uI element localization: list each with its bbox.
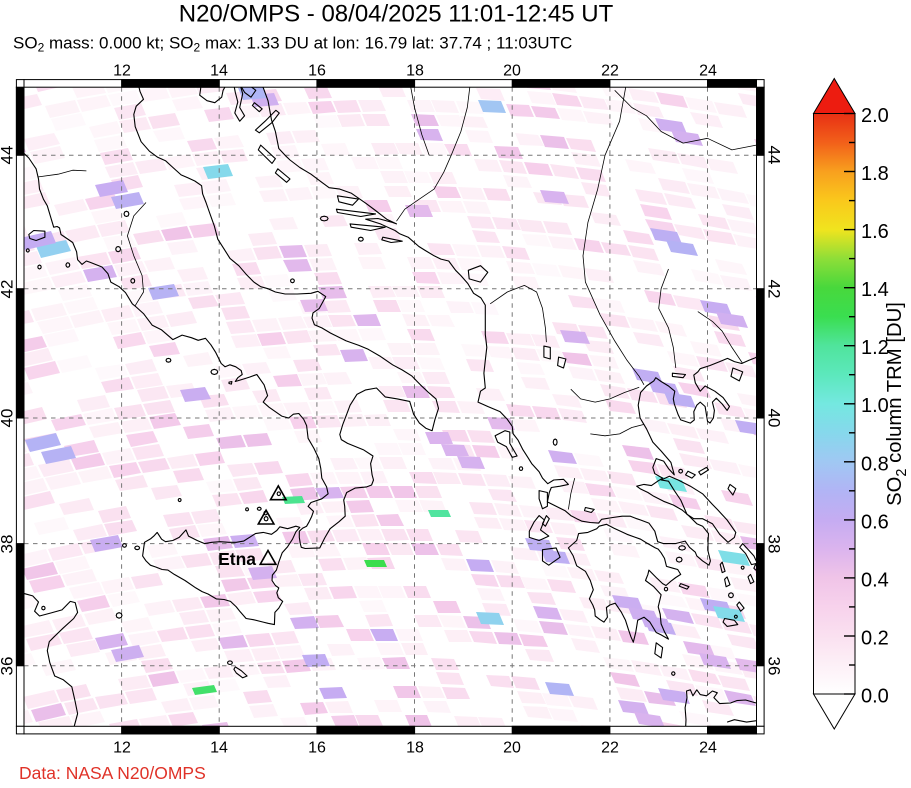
svg-text:0.4: 0.4 xyxy=(861,569,889,591)
svg-text:16: 16 xyxy=(308,740,326,757)
svg-text:42: 42 xyxy=(0,280,17,299)
svg-text:24: 24 xyxy=(699,740,717,757)
svg-text:SO2 mass: 0.000 kt; SO2 max: 1: SO2 mass: 0.000 kt; SO2 max: 1.33 DU at … xyxy=(13,34,572,55)
svg-text:18: 18 xyxy=(406,740,424,757)
svg-text:40: 40 xyxy=(0,409,17,428)
svg-text:1.4: 1.4 xyxy=(861,279,889,301)
svg-text:44: 44 xyxy=(0,146,17,165)
svg-text:24: 24 xyxy=(699,63,717,80)
svg-text:22: 22 xyxy=(601,63,619,80)
svg-text:0.8: 0.8 xyxy=(861,453,889,475)
svg-text:38: 38 xyxy=(0,535,17,554)
svg-text:N20/OMPS - 08/04/2025 11:01-12: N20/OMPS - 08/04/2025 11:01-12:45 UT xyxy=(179,1,614,28)
svg-text:14: 14 xyxy=(210,740,228,757)
svg-text:42: 42 xyxy=(765,280,784,299)
svg-text:40: 40 xyxy=(765,409,784,428)
svg-text:22: 22 xyxy=(601,740,619,757)
svg-text:12: 12 xyxy=(113,740,131,757)
svg-text:2.0: 2.0 xyxy=(861,105,889,127)
svg-text:16: 16 xyxy=(308,63,326,80)
svg-text:36: 36 xyxy=(0,657,17,676)
svg-text:1.8: 1.8 xyxy=(861,163,889,185)
svg-text:1.6: 1.6 xyxy=(861,221,889,243)
svg-text:44: 44 xyxy=(765,146,784,165)
svg-text:18: 18 xyxy=(406,63,424,80)
svg-text:12: 12 xyxy=(113,63,131,80)
svg-text:1.2: 1.2 xyxy=(861,337,889,359)
svg-text:38: 38 xyxy=(765,535,784,554)
svg-text:1.0: 1.0 xyxy=(861,395,889,417)
svg-text:0.6: 0.6 xyxy=(861,511,889,533)
svg-text:Etna: Etna xyxy=(218,549,256,569)
svg-text:0.0: 0.0 xyxy=(861,686,889,708)
svg-text:0.2: 0.2 xyxy=(861,628,889,650)
svg-text:Data: NASA N20/OMPS: Data: NASA N20/OMPS xyxy=(19,763,206,783)
svg-text:20: 20 xyxy=(503,63,521,80)
svg-text:36: 36 xyxy=(765,657,784,676)
svg-text:14: 14 xyxy=(210,63,228,80)
svg-text:20: 20 xyxy=(503,740,521,757)
